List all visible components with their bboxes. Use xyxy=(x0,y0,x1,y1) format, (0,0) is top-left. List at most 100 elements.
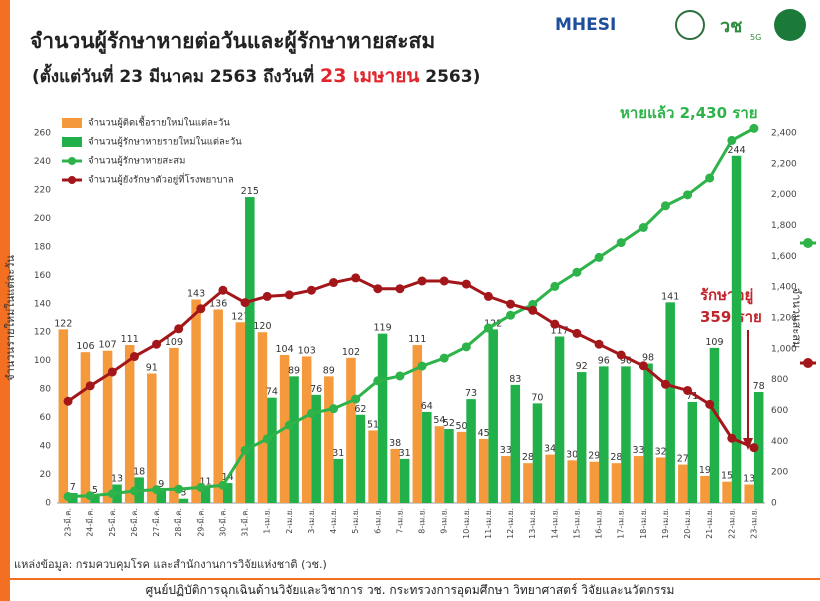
bar xyxy=(687,401,698,503)
data-label: 119 xyxy=(373,323,391,334)
legend-swatch xyxy=(62,118,82,128)
data-label: 98 xyxy=(642,353,654,364)
bar xyxy=(102,350,113,503)
line-point xyxy=(705,173,715,183)
bar xyxy=(488,329,498,503)
y2-tick-label: 2,400 xyxy=(771,129,797,139)
subtitle-part: (ตั้งแต่วันที่ 23 มีนาคม 2563 ถึงวันที่ xyxy=(32,63,320,87)
data-label: 102 xyxy=(342,347,360,358)
data-label: 117 xyxy=(550,326,568,337)
x-tick-label: 10-เม.ย. xyxy=(462,508,471,539)
logo-text: วช xyxy=(720,16,742,37)
line-point xyxy=(284,420,294,430)
legend-swatch xyxy=(62,137,82,147)
data-label: 19 xyxy=(699,465,711,476)
bar xyxy=(567,460,577,503)
data-label: 96 xyxy=(598,355,610,366)
icon-dot xyxy=(803,358,813,368)
annotation: 359 ราย xyxy=(700,308,762,326)
line-point xyxy=(483,323,493,333)
data-label: 51 xyxy=(367,419,379,430)
data-label: 45 xyxy=(478,428,490,439)
data-label: 15 xyxy=(721,471,733,482)
data-label: 215 xyxy=(241,186,259,197)
bar xyxy=(456,431,467,503)
data-label: 70 xyxy=(531,392,543,403)
bar xyxy=(643,363,653,503)
data-label: 89 xyxy=(288,365,300,376)
line-point xyxy=(152,339,162,349)
x-tick-label: 24-มี.ค. xyxy=(86,508,95,537)
bar xyxy=(399,458,410,503)
line-point xyxy=(240,445,250,455)
source: แหล่งข้อมูล: กรมควบคุมโรค และสำนักงานการ… xyxy=(14,557,327,571)
bar xyxy=(422,411,432,503)
line-point xyxy=(63,396,73,406)
line-point xyxy=(306,408,316,418)
line-point xyxy=(528,305,538,315)
bar xyxy=(301,356,312,503)
bar xyxy=(753,392,764,503)
line-point xyxy=(683,385,693,395)
x-tick-label: 19-เม.ย. xyxy=(661,508,670,539)
side-bar xyxy=(0,0,10,601)
line-point xyxy=(461,342,471,352)
bar xyxy=(709,347,720,503)
bar xyxy=(90,495,100,503)
bar xyxy=(554,336,565,503)
data-label: 28 xyxy=(610,452,622,463)
line-point xyxy=(439,276,449,286)
data-label: 107 xyxy=(98,340,116,351)
data-label: 127 xyxy=(231,311,249,322)
subtitle-part: 2563) xyxy=(419,67,480,87)
data-label: 33 xyxy=(633,445,645,456)
x-tick-label: 18-เม.ย. xyxy=(639,508,648,539)
line-point xyxy=(506,299,516,309)
bar xyxy=(501,456,511,503)
bar xyxy=(532,403,543,503)
line-point xyxy=(439,353,449,363)
y2-tick-label: 200 xyxy=(771,468,788,478)
y2-tick-label: 2,200 xyxy=(771,159,797,169)
bar xyxy=(235,322,246,503)
y2-tick-label: 800 xyxy=(771,375,788,385)
bar xyxy=(80,352,91,503)
y-tick-label: 200 xyxy=(34,214,51,224)
y2-axis-label: จำนวนสะสม xyxy=(790,288,803,348)
data-label: 122 xyxy=(54,318,72,329)
bar xyxy=(58,329,69,503)
x-tick-label: 12-เม.ย. xyxy=(506,508,515,539)
bar xyxy=(478,438,489,503)
bar xyxy=(355,414,366,503)
line-point xyxy=(351,394,361,404)
bar xyxy=(466,399,476,503)
bar xyxy=(346,357,356,503)
bar xyxy=(156,490,167,503)
logo xyxy=(675,10,705,40)
y2-tick-label: 2,000 xyxy=(771,190,797,200)
line-point xyxy=(616,350,626,360)
line-point xyxy=(638,223,648,233)
y-tick-label: 260 xyxy=(34,129,51,139)
data-label: 62 xyxy=(354,404,366,415)
line-point xyxy=(594,252,604,262)
data-label: 76 xyxy=(310,384,322,395)
x-tick-label: 16-เม.ย. xyxy=(595,508,604,539)
bar xyxy=(576,372,587,503)
data-label: 109 xyxy=(705,337,723,348)
line-point xyxy=(417,361,427,371)
line-point xyxy=(262,291,272,301)
x-tick-label: 15-เม.ย. xyxy=(572,508,581,539)
legend-label: จำนวนผู้รักษาหายสะสม xyxy=(88,156,185,167)
x-tick-label: 11-เม.ย. xyxy=(484,508,493,539)
data-label: 109 xyxy=(165,337,183,348)
line-point xyxy=(129,352,139,362)
data-label: 11 xyxy=(200,476,212,487)
data-label: 120 xyxy=(253,321,271,332)
bar xyxy=(523,463,533,503)
data-label: 29 xyxy=(588,451,600,462)
x-tick-label: 2-เม.ย. xyxy=(285,508,294,534)
x-tick-label: 4-เม.ย. xyxy=(329,508,338,534)
y-tick-label: 140 xyxy=(34,299,51,309)
y2-tick-label: 1,600 xyxy=(771,252,797,262)
